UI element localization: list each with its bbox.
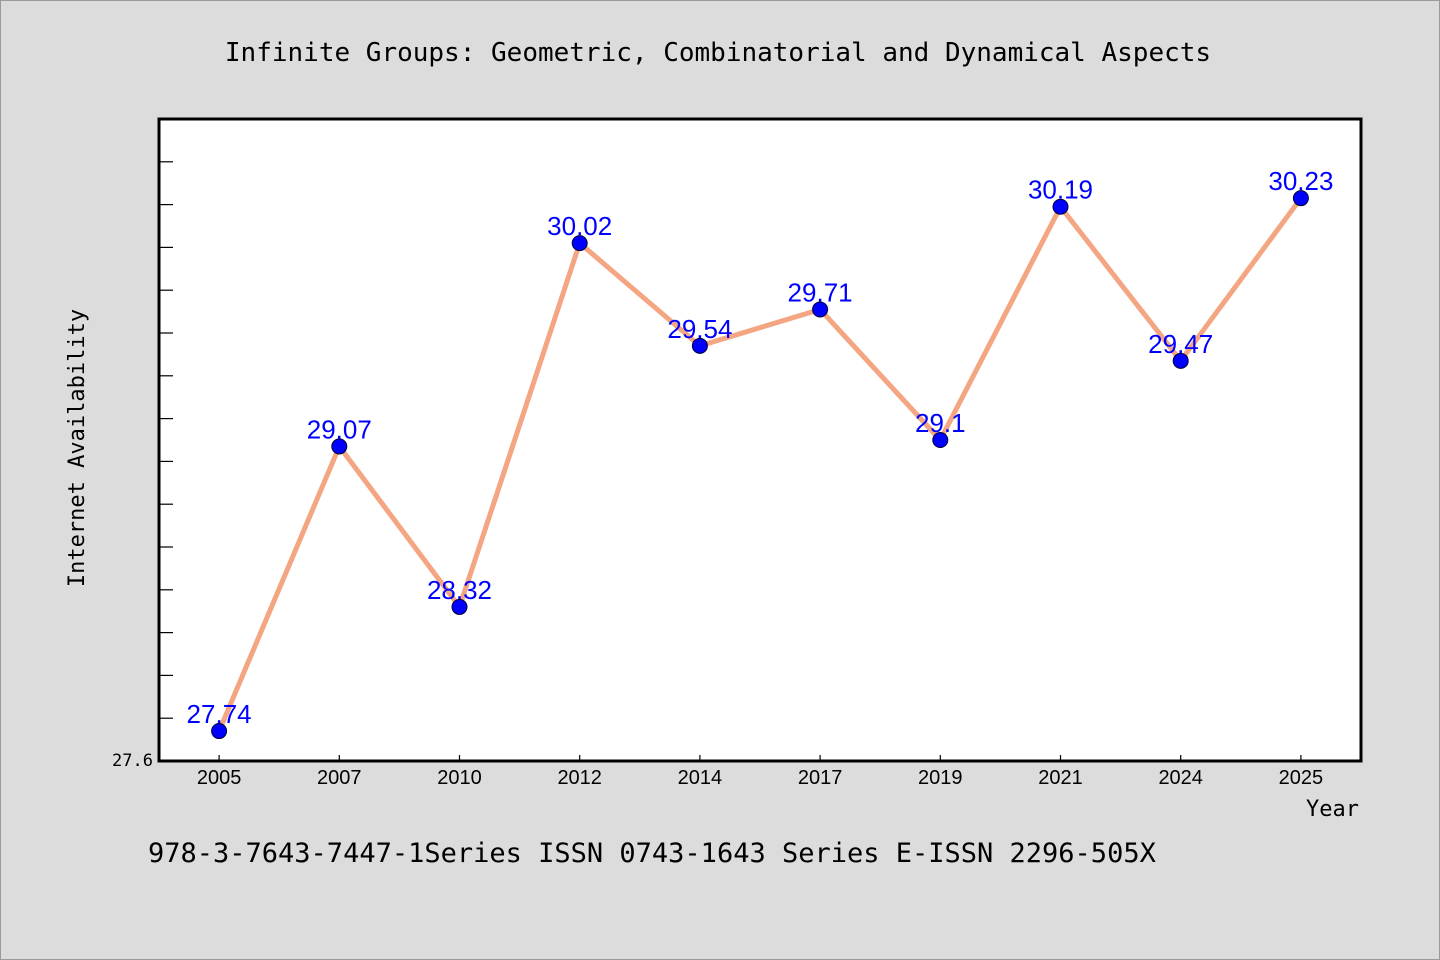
x-tick-label-2010: 2010: [437, 767, 482, 789]
x-tick-label-2017: 2017: [798, 767, 843, 789]
data-point-2007: [331, 438, 348, 455]
x-tick-label-2025: 2025: [1279, 767, 1324, 789]
x-axis-ticks: [218, 755, 1302, 761]
series-line: [216, 195, 1304, 734]
data-label-2024: 29.47: [1148, 329, 1213, 359]
data-label-2005: 27.74: [187, 699, 252, 729]
x-tick-label-2024: 2024: [1158, 767, 1203, 789]
data-point-2021: [1052, 198, 1069, 215]
x-tick-labels: 2005 2007 2010 2012 2014 2017 2019 2021 2024 2025: [197, 767, 1323, 789]
chart-title: Infinite Groups: Geometric, Combinatoria…: [225, 38, 1211, 68]
data-markers: [211, 190, 1309, 740]
x-tick-label-2005: 2005: [197, 767, 242, 789]
data-label-2012: 30.02: [547, 211, 612, 241]
data-label-2025: 30.23: [1268, 166, 1333, 196]
x-axis-label: Year: [1306, 797, 1359, 822]
series-line-group: [216, 195, 1304, 734]
data-point-2005: [211, 723, 228, 740]
x-tick-label-2007: 2007: [317, 767, 362, 789]
x-tick-label-2021: 2021: [1038, 767, 1083, 789]
x-tick-label-2014: 2014: [678, 767, 723, 789]
data-point-2024: [1172, 352, 1189, 369]
data-point-2019: [932, 432, 949, 448]
y-axis-label: Internet Availability: [65, 309, 90, 587]
data-label-2007: 29.07: [307, 414, 372, 444]
x-tick-label-2012: 2012: [557, 767, 602, 789]
data-labels: 27.74 29.07 28.32 30.02 29.54 29.71 29.1 30.19 2…: [187, 166, 1334, 729]
data-label-2021: 30.19: [1028, 175, 1093, 205]
data-label-2014: 29.54: [667, 314, 732, 344]
y-tick-label-min: 27.6: [112, 751, 153, 771]
footer-isbn-text: 978-3-7643-7447-1Series ISSN 0743-1643 S…: [148, 838, 1156, 869]
data-label-2017: 29.71: [788, 277, 853, 307]
data-label-2019: 29.1: [915, 408, 966, 438]
data-point-2012: [571, 235, 588, 252]
y-axis-ticks: [159, 118, 173, 762]
x-tick-label-2019: 2019: [918, 767, 963, 789]
data-point-2014: [691, 337, 708, 354]
data-point-2017: [812, 301, 829, 318]
data-point-2010: [451, 598, 468, 615]
data-label-2010: 28.32: [427, 575, 492, 605]
data-point-2025: [1292, 190, 1309, 207]
plot-area: [157, 117, 1363, 763]
